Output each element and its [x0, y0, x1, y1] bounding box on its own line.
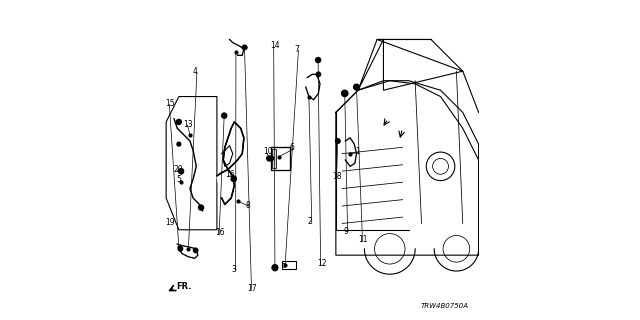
Text: 18: 18 [333, 172, 342, 181]
Circle shape [335, 139, 340, 143]
Circle shape [316, 58, 321, 63]
Circle shape [198, 205, 204, 210]
Text: 12: 12 [317, 259, 326, 268]
Text: 16: 16 [215, 228, 225, 237]
Circle shape [177, 142, 180, 146]
Circle shape [267, 156, 272, 161]
Circle shape [316, 72, 321, 76]
Bar [271, 147, 290, 170]
Circle shape [243, 45, 247, 50]
Bar [273, 149, 276, 168]
Text: 2: 2 [308, 217, 313, 226]
Text: 8: 8 [245, 201, 250, 210]
Text: 7: 7 [294, 45, 300, 54]
Text: 5: 5 [177, 175, 182, 184]
Text: TRW4B0750A: TRW4B0750A [421, 303, 469, 309]
Text: 11: 11 [358, 236, 368, 244]
Text: 13: 13 [184, 120, 193, 129]
Text: 10: 10 [263, 147, 273, 156]
Text: 1: 1 [355, 147, 360, 156]
Text: FR.: FR. [177, 283, 192, 292]
Text: 3: 3 [232, 265, 237, 274]
Text: 6: 6 [290, 143, 295, 153]
Text: 19: 19 [166, 218, 175, 227]
Circle shape [178, 247, 182, 251]
Circle shape [354, 84, 359, 90]
Text: 20: 20 [173, 165, 183, 174]
Text: 16: 16 [225, 171, 234, 180]
Text: 9: 9 [344, 227, 349, 236]
Circle shape [272, 265, 278, 271]
Circle shape [231, 177, 236, 181]
Circle shape [193, 248, 198, 252]
Circle shape [269, 156, 274, 161]
Circle shape [342, 90, 348, 97]
Text: 15: 15 [166, 99, 175, 108]
Circle shape [221, 113, 227, 118]
Text: 14: 14 [270, 41, 280, 50]
Text: 17: 17 [248, 284, 257, 293]
Polygon shape [217, 122, 244, 204]
Circle shape [179, 169, 184, 174]
Circle shape [273, 265, 278, 270]
Text: 4: 4 [193, 67, 198, 76]
Bar [282, 260, 296, 269]
Circle shape [176, 119, 181, 124]
